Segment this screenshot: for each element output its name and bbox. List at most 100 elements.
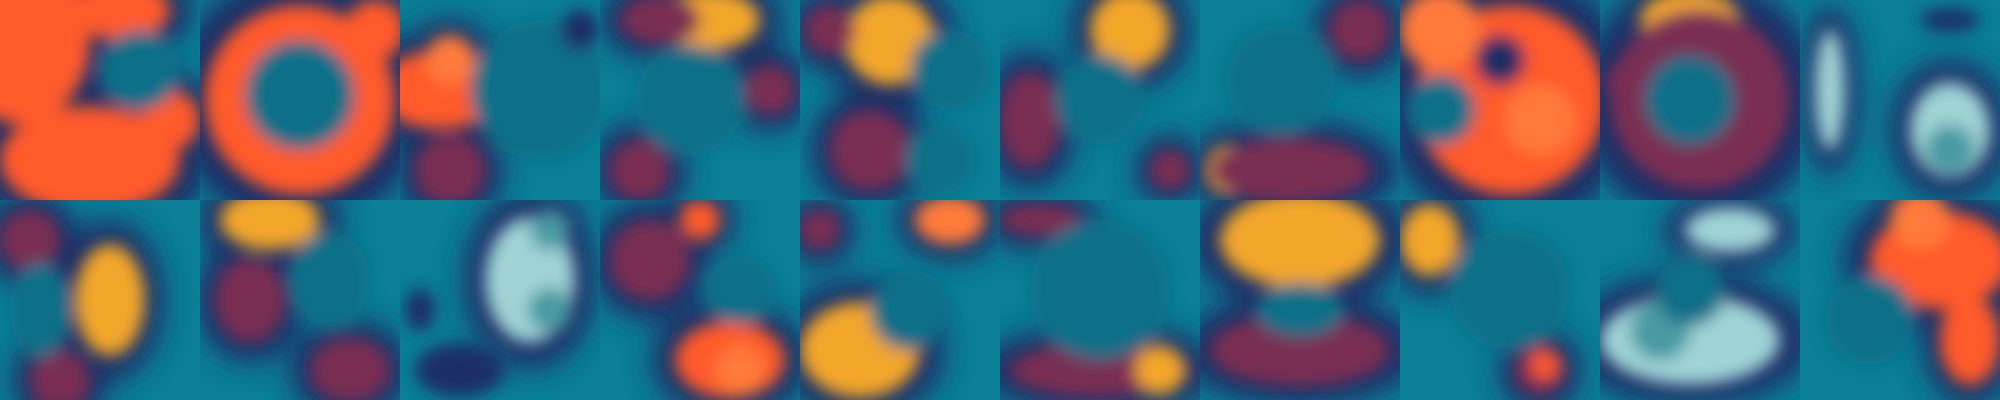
heatmap-tile xyxy=(600,200,800,400)
blob xyxy=(1210,138,1370,200)
blob xyxy=(805,5,855,55)
blob xyxy=(1225,25,1335,135)
blob xyxy=(1605,65,1635,95)
heatmap-tile-graphic xyxy=(800,0,1000,200)
blob xyxy=(75,244,145,356)
blob xyxy=(705,255,775,325)
blob xyxy=(310,338,390,400)
blob xyxy=(680,200,720,240)
blob xyxy=(415,135,485,200)
blob xyxy=(1055,55,1145,145)
blob xyxy=(1220,200,1380,288)
heatmap-tile-graphic xyxy=(0,200,200,400)
blob xyxy=(1090,0,1170,70)
blob xyxy=(215,258,285,342)
blob xyxy=(1815,30,1845,150)
blob xyxy=(1330,0,1390,60)
blob xyxy=(1645,55,1735,145)
heatmap-tile-graphic xyxy=(0,0,200,200)
blob xyxy=(470,20,600,160)
blob xyxy=(610,140,670,200)
heatmap-tile-graphic xyxy=(1600,0,1800,200)
heatmap-tile xyxy=(1400,200,1600,400)
heatmap-tile xyxy=(1200,0,1400,200)
blob xyxy=(1135,345,1185,395)
heatmap-tile-graphic xyxy=(1800,200,2000,400)
heatmap-tile xyxy=(1200,200,1400,400)
heatmap-tile xyxy=(1000,200,1200,400)
blob xyxy=(830,110,910,190)
blob xyxy=(100,30,180,110)
heatmap-tile-graphic xyxy=(200,0,400,200)
blob xyxy=(1530,350,1560,380)
blob xyxy=(915,200,985,245)
blob xyxy=(1920,8,1980,32)
blob xyxy=(1925,125,1975,175)
heatmap-tile xyxy=(1800,200,2000,400)
blob xyxy=(1210,314,1390,386)
blob xyxy=(1505,85,1575,155)
blob xyxy=(530,210,570,250)
heatmap-tile-graphic xyxy=(600,200,800,400)
heatmap-tile-graphic xyxy=(200,200,400,400)
heatmap-tile xyxy=(400,200,600,400)
blob xyxy=(870,270,950,350)
heatmap-tile xyxy=(1000,0,1200,200)
blob xyxy=(745,65,795,115)
blob xyxy=(610,220,690,300)
blob xyxy=(0,106,180,200)
heatmap-tile xyxy=(1600,200,1800,400)
blob xyxy=(1655,255,1725,325)
blob xyxy=(1450,230,1570,350)
blob xyxy=(528,288,572,332)
blob xyxy=(905,125,975,195)
blob xyxy=(0,210,60,270)
heatmap-tile-graphic xyxy=(1200,0,1400,200)
blob xyxy=(10,262,70,358)
heatmap-tile xyxy=(600,0,800,200)
blob xyxy=(415,343,505,397)
blob xyxy=(245,40,355,150)
heatmap-tile xyxy=(1400,0,1600,200)
blob xyxy=(0,0,90,124)
blob xyxy=(220,200,320,250)
blob xyxy=(1825,275,1915,365)
blob xyxy=(1000,204,1080,236)
blob xyxy=(1685,207,1775,253)
blob xyxy=(1940,295,2000,385)
blob xyxy=(1030,220,1170,360)
heatmap-tile-graphic xyxy=(1400,200,1600,400)
heatmap-tile xyxy=(0,200,200,400)
blob xyxy=(1255,283,1345,337)
blob xyxy=(800,210,840,250)
heatmap-tile-graphic xyxy=(400,200,600,400)
heatmap-tile-graphic xyxy=(1000,0,1200,200)
heatmap-tile xyxy=(800,200,1000,400)
heatmap-tile xyxy=(0,0,200,200)
blob xyxy=(1475,35,1525,85)
blob xyxy=(715,345,765,395)
blob xyxy=(70,0,170,40)
heatmap-tile xyxy=(1600,0,1800,200)
heatmap-tile xyxy=(200,0,400,200)
blob xyxy=(560,10,600,50)
blob xyxy=(1890,200,1950,250)
heatmap-tile-graphic xyxy=(1000,200,1200,400)
blob xyxy=(425,35,475,85)
heatmap-tile-graphic xyxy=(1800,0,2000,200)
blob xyxy=(345,0,400,60)
heatmap-tile xyxy=(800,0,1000,200)
heatmap-tile-graphic xyxy=(600,0,800,200)
blob xyxy=(290,232,370,328)
blob xyxy=(1150,150,1190,190)
heatmap-tile-graphic xyxy=(1600,200,1800,400)
blob xyxy=(620,0,700,44)
blob xyxy=(405,289,435,331)
blob xyxy=(1400,0,1480,70)
heatmap-tile xyxy=(1800,0,2000,200)
heatmap-tile-graphic xyxy=(400,0,600,200)
blob xyxy=(1400,204,1460,276)
blob xyxy=(1000,72,1060,168)
heatmap-tile xyxy=(400,0,600,200)
